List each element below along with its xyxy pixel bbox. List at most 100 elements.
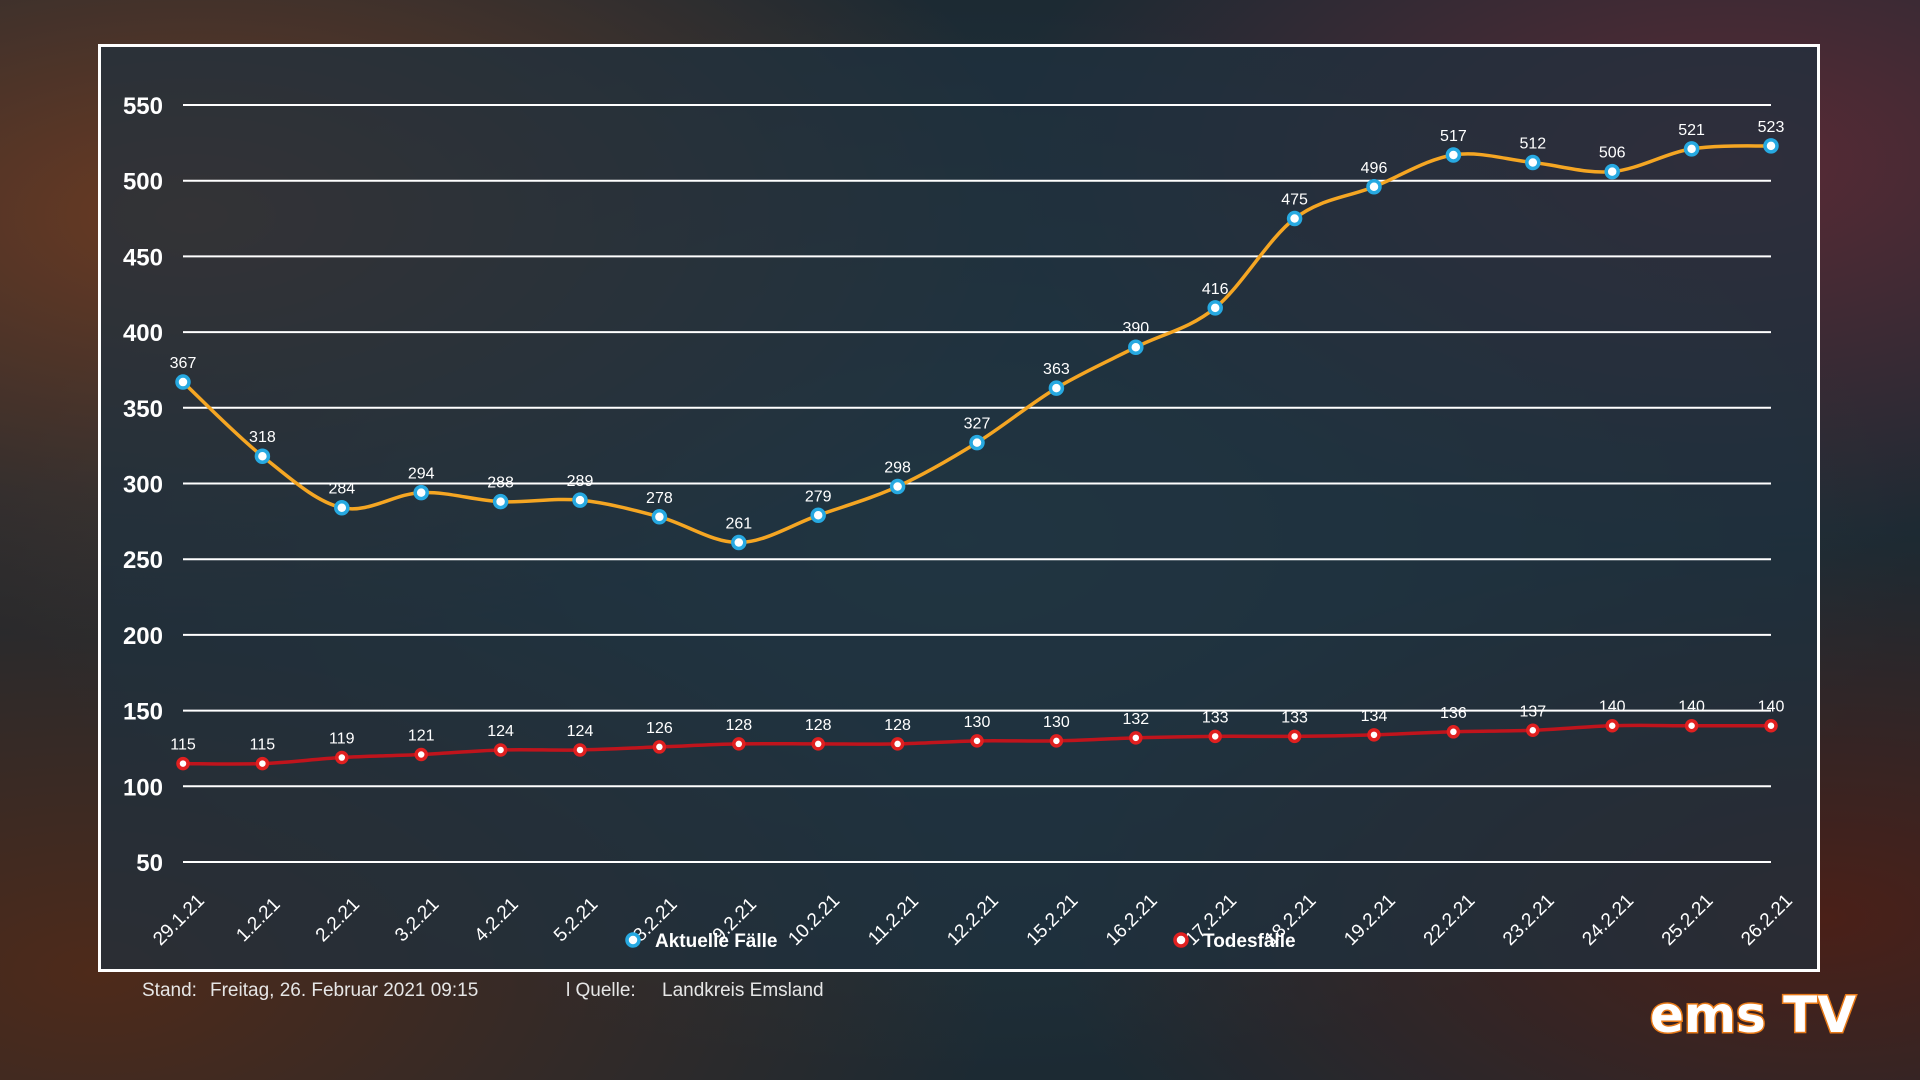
data-point-aktuelle	[651, 509, 668, 525]
data-label-todesfaelle: 128	[725, 717, 752, 734]
data-point-todesfaelle	[1049, 734, 1064, 748]
data-label-todesfaelle: 133	[1202, 709, 1229, 726]
x-tick-label: 11.2.21	[864, 891, 923, 950]
data-point-todesfaelle	[414, 747, 428, 762]
stand-label: Stand:	[142, 980, 197, 1001]
data-label-aktuelle: 289	[567, 473, 594, 490]
data-point-aktuelle	[731, 534, 747, 551]
data-point-todesfaelle	[1446, 725, 1461, 739]
data-point-todesfaelle	[1367, 728, 1381, 742]
data-point-todesfaelle	[573, 743, 587, 757]
x-tick-label: 29.1.21	[149, 890, 209, 950]
y-tick-label: 250	[123, 547, 163, 574]
data-point-aktuelle	[572, 492, 588, 508]
data-point-aktuelle	[254, 448, 271, 464]
data-label-todesfaelle: 130	[964, 714, 991, 731]
data-point-todesfaelle	[652, 740, 667, 754]
data-label-aktuelle: 363	[1043, 361, 1070, 378]
legend-marker-todesfaelle	[1173, 932, 1189, 948]
data-label-aktuelle: 496	[1361, 160, 1388, 177]
data-point-aktuelle	[1128, 339, 1144, 355]
data-label-todesfaelle: 133	[1281, 709, 1308, 726]
data-label-todesfaelle: 132	[1122, 711, 1149, 728]
data-point-todesfaelle	[255, 756, 270, 771]
chart-panel: 50 100 150 200 250 300 350 400 450 500 550 29.1.21 1…	[98, 44, 1820, 972]
data-point-todesfaelle	[811, 737, 825, 751]
data-point-aktuelle	[1683, 141, 1700, 157]
line-chart: 50 100 150 200 250 300 350 400 450 500 550 29.1.21 1…	[123, 93, 1797, 952]
data-label-aktuelle: 521	[1678, 122, 1705, 139]
legend-label-todesfaelle: Todesfälle	[1203, 931, 1296, 952]
x-tick-label: 19.2.21	[1340, 890, 1400, 950]
data-point-aktuelle	[889, 478, 906, 495]
data-label-todesfaelle: 115	[250, 737, 276, 754]
data-point-aktuelle	[1763, 138, 1779, 154]
data-label-aktuelle: 298	[884, 460, 911, 477]
data-label-aktuelle: 512	[1519, 136, 1546, 153]
x-tick-label: 1.2.21	[232, 894, 284, 946]
data-label-todesfaelle: 140	[1599, 699, 1626, 716]
x-tick-label: 5.2.21	[550, 894, 602, 946]
data-label-aktuelle: 416	[1202, 281, 1229, 298]
x-tick-label: 26.2.21	[1737, 890, 1797, 950]
data-point-aktuelle	[1207, 300, 1223, 316]
data-point-aktuelle	[492, 493, 509, 510]
data-label-todesfaelle: 140	[1678, 699, 1705, 716]
data-point-todesfaelle	[1526, 723, 1540, 738]
data-point-todesfaelle	[1208, 729, 1222, 744]
data-point-todesfaelle	[1129, 731, 1143, 745]
data-label-todesfaelle: 130	[1043, 714, 1070, 731]
data-point-aktuelle	[334, 499, 350, 516]
data-label-aktuelle: 279	[805, 488, 832, 505]
x-tick-label: 23.2.21	[1499, 890, 1559, 950]
legend-marker-aktuelle	[625, 932, 641, 948]
data-label-todesfaelle: 137	[1519, 703, 1546, 720]
data-point-aktuelle	[175, 374, 191, 390]
data-label-todesfaelle: 134	[1361, 708, 1388, 725]
data-point-todesfaelle	[1764, 718, 1778, 733]
data-point-aktuelle	[1525, 154, 1541, 171]
y-tick-label: 550	[123, 93, 163, 120]
data-point-aktuelle	[810, 507, 826, 524]
data-label-aktuelle: 327	[964, 416, 991, 433]
source-value: Landkreis Emsland	[662, 980, 824, 1001]
y-tick-label: 50	[136, 850, 163, 877]
x-tick-label: 16.2.21	[1102, 890, 1162, 950]
data-point-aktuelle	[1445, 147, 1462, 163]
data-label-todesfaelle: 121	[408, 728, 435, 745]
data-label-todesfaelle: 136	[1440, 705, 1467, 722]
data-label-aktuelle: 390	[1122, 320, 1149, 337]
x-tick-label: 22.2.21	[1420, 890, 1480, 950]
data-point-aktuelle	[1366, 179, 1382, 195]
y-tick-label: 400	[123, 320, 163, 347]
data-point-aktuelle	[1048, 380, 1065, 396]
x-tick-label: 2.2.21	[312, 894, 364, 946]
x-tick-label: 12.2.21	[943, 890, 1003, 950]
stand-timestamp: Freitag, 26. Februar 2021 09:15	[210, 980, 479, 1001]
y-tick-label: 300	[123, 472, 163, 499]
data-label-aktuelle: 261	[725, 516, 752, 533]
data-point-todesfaelle	[970, 734, 984, 748]
data-point-aktuelle	[1286, 210, 1303, 227]
logo-text: ems TV	[1650, 990, 1856, 1040]
data-point-aktuelle	[413, 484, 429, 501]
data-label-aktuelle: 475	[1281, 192, 1308, 209]
y-tick-label: 100	[123, 774, 163, 801]
y-tick-label: 500	[123, 169, 163, 196]
data-point-todesfaelle	[890, 737, 905, 751]
data-label-aktuelle: 517	[1440, 128, 1467, 145]
data-point-todesfaelle	[1684, 718, 1699, 733]
x-tick-label: 3.2.21	[391, 894, 443, 946]
data-label-aktuelle: 284	[328, 481, 355, 498]
data-label-aktuelle: 278	[646, 490, 673, 507]
y-tick-label: 350	[123, 396, 163, 423]
data-label-todesfaelle: 119	[329, 731, 355, 748]
data-point-todesfaelle	[176, 756, 190, 771]
data-point-todesfaelle	[732, 737, 746, 751]
data-label-todesfaelle: 124	[567, 723, 594, 740]
data-label-aktuelle: 506	[1599, 145, 1626, 162]
x-tick-label: 10.2.21	[784, 890, 844, 950]
y-tick-label: 450	[123, 244, 163, 271]
data-label-todesfaelle: 128	[805, 717, 832, 734]
y-tick-label: 200	[123, 623, 163, 650]
